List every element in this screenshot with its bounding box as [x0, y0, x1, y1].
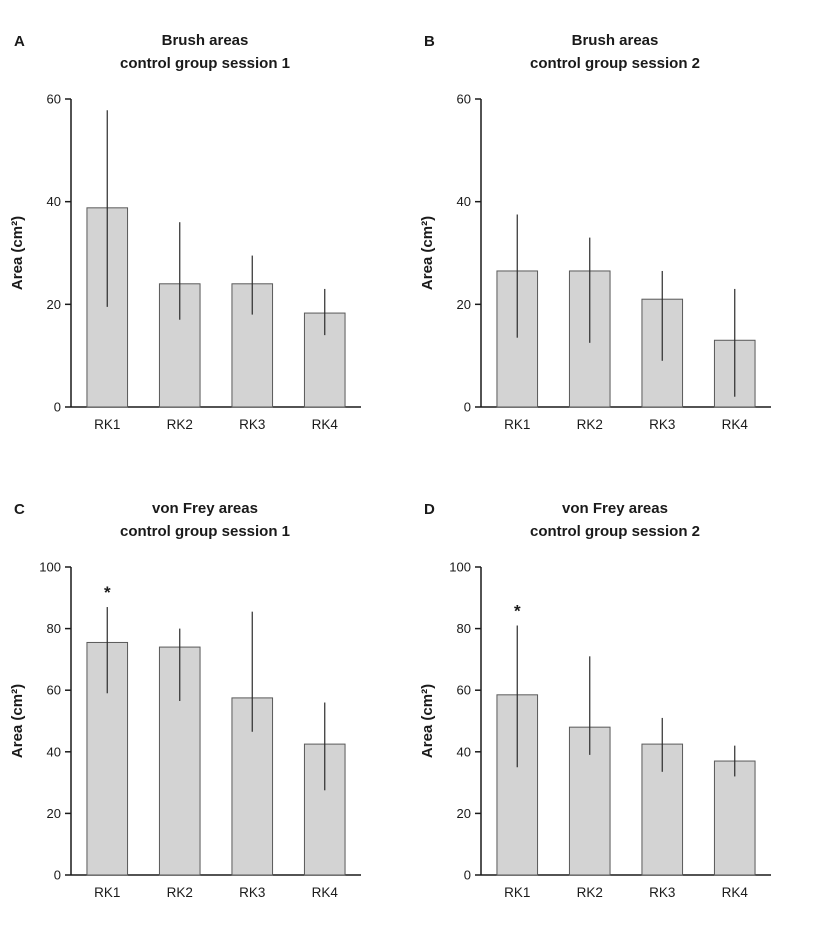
chart-title-d-line2: control group session 2 — [529, 522, 701, 540]
y-tick-label: 0 — [464, 868, 471, 883]
x-tick-label: RK4 — [312, 417, 339, 432]
y-tick-label: 20 — [457, 297, 471, 312]
y-tick-label: 60 — [47, 683, 61, 698]
y-tick-label: 40 — [457, 194, 471, 209]
x-tick-label: RK2 — [577, 885, 603, 900]
x-tick-label: RK4 — [722, 885, 749, 900]
chart-title-b: Brush areas control group session 2 — [410, 30, 820, 75]
y-tick-label: 40 — [47, 744, 61, 759]
x-tick-label: RK1 — [94, 885, 120, 900]
panel-b: B Brush areas control group session 2 0 2… — [410, 0, 820, 468]
chart-title-a-line1: Brush areas — [161, 32, 249, 49]
chart-title-c-line1: von Frey areas — [152, 500, 258, 517]
bar-chart-b: 0 20 40 60 Area (cm²) RK1 RK2 RK3 RK4 — [419, 92, 771, 432]
y-axis-label: Area (cm²) — [9, 216, 26, 290]
y-tick-label: 80 — [457, 621, 471, 636]
x-tick-label: RK3 — [649, 885, 675, 900]
y-axis-label: Area (cm²) — [419, 684, 436, 758]
chart-title-c: von Frey areas control group session 1 — [0, 498, 410, 543]
bar-chart-a: 0 20 40 60 Area (cm²) RK1 RK2 RK3 RK4 — [9, 92, 361, 432]
panel-label-a: A — [14, 33, 25, 50]
x-tick-label: RK1 — [94, 417, 120, 432]
y-tick-label: 80 — [47, 621, 61, 636]
x-tick-label: RK2 — [577, 417, 603, 432]
x-tick-label: RK3 — [649, 417, 675, 432]
y-tick-label: 20 — [47, 806, 61, 821]
significance-marker: * — [514, 602, 521, 621]
chart-title-b-line2: control group session 2 — [529, 54, 701, 72]
significance-marker: * — [104, 583, 111, 602]
bar-chart-d: 0 20 40 60 80 100 Area (cm²) RK1 RK2 RK3 RK4 * — [419, 560, 771, 900]
x-tick-label: RK3 — [239, 417, 265, 432]
y-tick-label: 60 — [457, 92, 471, 107]
x-tick-label: RK2 — [167, 885, 193, 900]
chart-title-b-line1: Brush areas — [571, 32, 659, 49]
y-tick-label: 60 — [47, 92, 61, 107]
x-tick-label: RK1 — [504, 885, 530, 900]
panel-label-c: C — [14, 501, 25, 518]
panel-c: C von Frey areas control group session 1… — [0, 468, 410, 929]
y-tick-label: 0 — [54, 868, 61, 883]
y-tick-label: 40 — [47, 194, 61, 209]
bar-chart-c: 0 20 40 60 80 100 Area (cm²) RK1 RK2 RK3 RK4 * — [9, 560, 361, 900]
panel-d: D von Frey areas control group session 2… — [410, 468, 820, 929]
chart-title-d: von Frey areas control group session 2 — [410, 498, 820, 543]
y-tick-label: 60 — [457, 683, 471, 698]
bar-rk4 — [713, 760, 756, 876]
chart-title-a: Brush areas control group session 1 — [0, 30, 410, 75]
x-tick-label: RK1 — [504, 417, 530, 432]
y-tick-label: 100 — [39, 560, 61, 575]
x-tick-label: RK4 — [312, 885, 339, 900]
chart-title-d-line1: von Frey areas — [562, 500, 668, 517]
chart-title-a-line2: control group session 1 — [119, 54, 291, 72]
panel-label-d: D — [424, 501, 435, 518]
y-axis-label: Area (cm²) — [9, 684, 26, 758]
y-tick-label: 100 — [449, 560, 471, 575]
panel-a: A Brush areas control group session 1 0 2… — [0, 0, 410, 468]
x-tick-label: RK2 — [167, 417, 193, 432]
panel-label-b: B — [424, 33, 435, 50]
y-tick-label: 20 — [47, 297, 61, 312]
y-tick-label: 0 — [54, 400, 61, 415]
y-tick-label: 40 — [457, 744, 471, 759]
x-tick-label: RK3 — [239, 885, 265, 900]
y-tick-label: 20 — [457, 806, 471, 821]
y-tick-label: 0 — [464, 400, 471, 415]
x-tick-label: RK4 — [722, 417, 749, 432]
y-axis-label: Area (cm²) — [419, 216, 436, 290]
chart-title-c-line2: control group session 1 — [119, 522, 291, 540]
